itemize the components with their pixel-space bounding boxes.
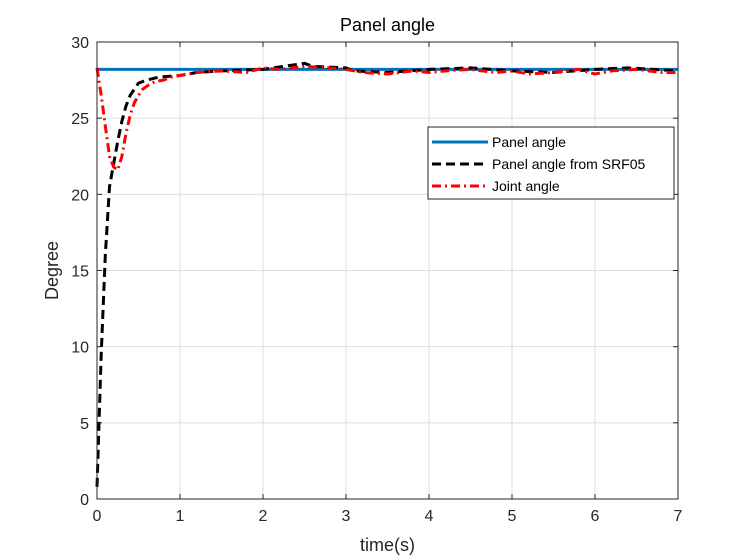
legend-label-1: Panel angle	[492, 134, 566, 150]
x-tick-label: 7	[674, 508, 683, 525]
series-layer	[95, 61, 679, 487]
x-tick-label: 3	[342, 508, 351, 525]
y-tick-label: 5	[80, 416, 89, 433]
y-tick-label: 25	[71, 111, 89, 128]
series-line-3	[95, 64, 678, 172]
y-tick-label: 15	[71, 264, 89, 281]
x-tick-label: 6	[591, 508, 600, 525]
legend: Panel angle Panel angle from SRF05 Joint a…	[427, 126, 675, 200]
y-axis-label: Degree	[42, 241, 62, 300]
legend-label-2: Panel angle from SRF05	[492, 156, 646, 172]
y-tick-label: 30	[71, 35, 89, 52]
x-axis-label: time(s)	[360, 535, 415, 555]
x-tick-label: 2	[259, 508, 268, 525]
x-tick-label: 5	[508, 508, 517, 525]
tick-layer: 0 1 2 3 4 5 6 7 0 5 10 15 20 25 30	[71, 35, 682, 525]
y-tick-label: 0	[80, 492, 89, 509]
x-tick-label: 0	[93, 508, 102, 525]
y-tick-label: 10	[71, 340, 89, 357]
y-tick-label: 20	[71, 187, 89, 204]
chart-title: Panel angle	[340, 15, 435, 35]
x-tick-label: 1	[176, 508, 185, 525]
legend-label-3: Joint angle	[492, 178, 560, 194]
x-tick-label: 4	[425, 508, 434, 525]
